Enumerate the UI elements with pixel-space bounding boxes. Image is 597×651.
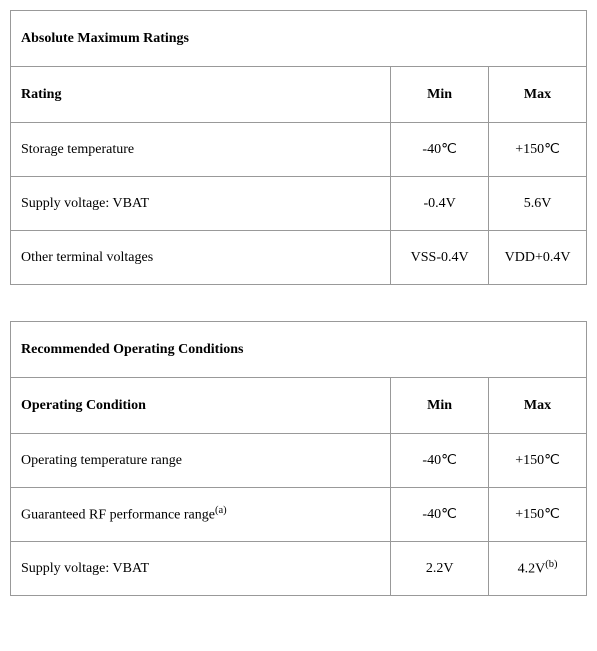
row-label: Supply voltage: VBAT [11,177,391,231]
table-row: Other terminal voltages VSS-0.4V VDD+0.4… [11,231,587,285]
table-header-row: Rating Min Max [11,67,587,123]
row-max: 5.6V [489,177,587,231]
row-label: Operating temperature range [11,434,391,488]
row-label: Storage temperature [11,123,391,177]
row-max: 4.2V(b) [489,542,587,596]
table-row: Operating temperature range -40℃ +150℃ [11,434,587,488]
row-min: -0.4V [391,177,489,231]
table-title: Recommended Operating Conditions [11,322,587,378]
footnote-marker: (b) [545,559,557,570]
row-min: -40℃ [391,488,489,542]
table-row: Storage temperature -40℃ +150℃ [11,123,587,177]
header-max: Max [489,378,587,434]
footnote-marker: (a) [215,505,227,516]
row-min: -40℃ [391,434,489,488]
table-row: Supply voltage: VBAT -0.4V 5.6V [11,177,587,231]
row-min: VSS-0.4V [391,231,489,285]
row-label: Other terminal voltages [11,231,391,285]
table-row: Guaranteed RF performance range(a) -40℃ … [11,488,587,542]
table-title: Absolute Maximum Ratings [11,11,587,67]
table-gap [10,285,587,321]
table-title-row: Absolute Maximum Ratings [11,11,587,67]
header-min: Min [391,378,489,434]
row-min: 2.2V [391,542,489,596]
table-header-row: Operating Condition Min Max [11,378,587,434]
ratings-table: Absolute Maximum Ratings Rating Min Max … [10,10,587,285]
row-max: +150℃ [489,123,587,177]
row-max: VDD+0.4V [489,231,587,285]
row-label: Supply voltage: VBAT [11,542,391,596]
row-max: +150℃ [489,434,587,488]
row-max: +150℃ [489,488,587,542]
header-min: Min [391,67,489,123]
header-label: Operating Condition [11,378,391,434]
table-row: Supply voltage: VBAT 2.2V 4.2V(b) [11,542,587,596]
header-label: Rating [11,67,391,123]
header-max: Max [489,67,587,123]
row-label: Guaranteed RF performance range(a) [11,488,391,542]
row-min: -40℃ [391,123,489,177]
table-title-row: Recommended Operating Conditions [11,322,587,378]
conditions-table: Recommended Operating Conditions Operati… [10,321,587,596]
